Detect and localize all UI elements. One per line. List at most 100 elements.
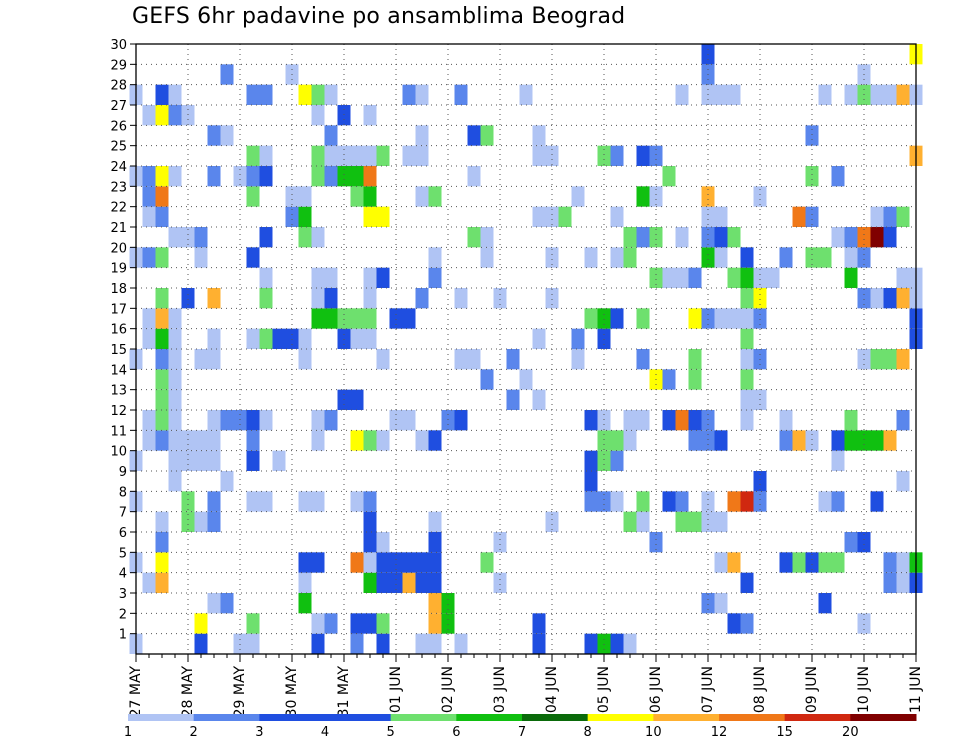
heatmap-cell <box>896 206 910 227</box>
heatmap-cell <box>402 308 416 329</box>
heatmap-cell <box>350 308 364 329</box>
heatmap-cell <box>402 145 416 166</box>
heatmap-cell <box>311 552 325 573</box>
heatmap-cell <box>181 450 195 471</box>
heatmap-cell <box>831 450 845 471</box>
y-tick-label: 25 <box>110 140 127 155</box>
y-tick-label: 17 <box>110 302 127 317</box>
heatmap-cell <box>883 349 897 370</box>
heatmap-cell <box>831 227 845 248</box>
heatmap-cell <box>649 267 663 288</box>
heatmap-cell <box>402 84 416 105</box>
heatmap-cell <box>389 308 403 329</box>
heatmap-cell <box>649 227 663 248</box>
heatmap-cell <box>311 227 325 248</box>
heatmap-cell <box>363 308 377 329</box>
heatmap-cell <box>142 105 156 126</box>
heatmap-cell <box>285 206 299 227</box>
heatmap-cell <box>727 613 741 634</box>
colorbar-legend: 1 2 3 4 5 6 7 8 10 12 15 20 <box>124 714 917 740</box>
y-tick-label: 4 <box>119 567 127 582</box>
heatmap-cell <box>181 430 195 451</box>
heatmap-cell <box>740 572 754 593</box>
heatmap-cell <box>337 328 351 349</box>
heatmap-cell <box>363 186 377 207</box>
x-tick-label: 29 MAY <box>232 666 248 718</box>
heatmap-cell <box>714 511 728 532</box>
heatmap-cell <box>857 532 871 553</box>
heatmap-cell <box>675 511 689 532</box>
heatmap-cell <box>155 430 169 451</box>
heatmap-cell <box>415 572 429 593</box>
heatmap-cell <box>155 84 169 105</box>
heatmap-cell <box>142 247 156 268</box>
heatmap-cell <box>688 267 702 288</box>
heatmap-cell <box>870 206 884 227</box>
heatmap-cell <box>558 206 572 227</box>
y-tick-label: 24 <box>110 160 127 175</box>
heatmap-cell <box>259 145 273 166</box>
heatmap-cell <box>441 613 455 634</box>
colorbar-label: 1 <box>124 725 132 740</box>
heatmap-cell <box>714 552 728 573</box>
heatmap-cell <box>493 532 507 553</box>
heatmap-cell <box>740 369 754 390</box>
chart-title: GEFS 6hr padavine po ansamblima Beograd <box>132 4 626 29</box>
heatmap-cell <box>779 410 793 431</box>
heatmap-cell <box>753 186 767 207</box>
heatmap-cell <box>467 349 481 370</box>
heatmap-cell <box>636 491 650 512</box>
heatmap-cell <box>350 328 364 349</box>
heatmap-cell <box>857 227 871 248</box>
heatmap-cell <box>844 410 858 431</box>
heatmap-cell <box>259 166 273 187</box>
heatmap-cell <box>701 511 715 532</box>
heatmap-cell <box>701 206 715 227</box>
heatmap-cell <box>207 166 221 187</box>
heatmap-cell <box>805 125 819 146</box>
heatmap-cell <box>649 186 663 207</box>
heatmap-cell <box>675 267 689 288</box>
heatmap-cell <box>480 247 494 268</box>
x-tick-label: 27 MAY <box>128 666 144 718</box>
heatmap-cell <box>220 471 234 492</box>
heatmap-cell <box>740 410 754 431</box>
heatmap-cell <box>363 552 377 573</box>
heatmap-cell <box>324 125 338 146</box>
heatmap-cell <box>467 166 481 187</box>
heatmap-cell <box>168 166 182 187</box>
y-tick-label: 7 <box>119 506 127 521</box>
heatmap-cell <box>363 328 377 349</box>
heatmap-cell <box>415 125 429 146</box>
heatmap-cell <box>259 84 273 105</box>
heatmap-cell <box>389 552 403 573</box>
heatmap-cell <box>844 227 858 248</box>
heatmap-cell <box>415 145 429 166</box>
heatmap-cell <box>142 430 156 451</box>
heatmap-cell <box>155 552 169 573</box>
y-tick-label: 5 <box>119 546 127 561</box>
heatmap-cell <box>714 84 728 105</box>
heatmap-cell <box>701 430 715 451</box>
heatmap-cell <box>311 410 325 431</box>
heatmap-cell <box>701 593 715 614</box>
heatmap-cell <box>740 328 754 349</box>
heatmap-cell <box>389 572 403 593</box>
heatmap-cell <box>857 247 871 268</box>
heatmap-cell <box>441 410 455 431</box>
heatmap-cell <box>181 491 195 512</box>
y-tick-label: 26 <box>110 119 127 134</box>
x-tick-label: 07 JUN <box>700 666 716 713</box>
heatmap-cell <box>662 369 676 390</box>
y-tick-label: 20 <box>110 241 127 256</box>
heatmap-cell <box>168 328 182 349</box>
heatmap-cell <box>298 552 312 573</box>
heatmap-cells <box>129 44 923 654</box>
heatmap-cell <box>779 247 793 268</box>
heatmap-cell <box>818 84 832 105</box>
heatmap-cell <box>896 288 910 309</box>
colorbar-label: 2 <box>190 725 198 740</box>
heatmap-cell <box>662 491 676 512</box>
heatmap-cell <box>350 186 364 207</box>
